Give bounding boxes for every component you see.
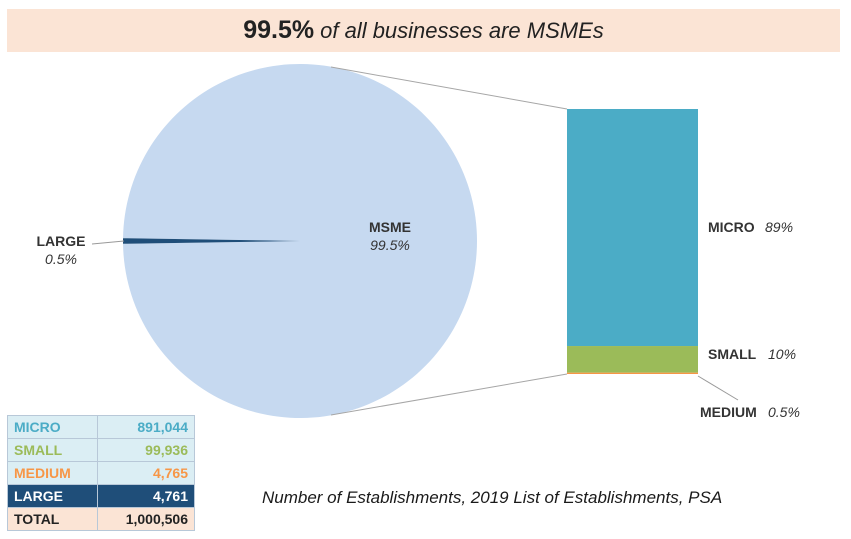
bar-segment-medium — [567, 372, 698, 374]
bar-value-small: 10% — [768, 346, 796, 362]
table-row: LARGE 4,761 — [7, 484, 196, 508]
pie-value-msme: 99.5% — [370, 237, 410, 253]
row-value: 891,044 — [96, 415, 196, 439]
bar-value-medium: 0.5% — [768, 404, 800, 420]
row-label: MICRO — [7, 415, 98, 439]
row-value: 4,765 — [96, 461, 196, 485]
pie-slice-large — [123, 238, 301, 244]
title-percentage: 99.5% — [243, 16, 315, 44]
table-row: MICRO 891,044 — [7, 415, 196, 439]
row-label: TOTAL — [7, 507, 98, 531]
pie-value-large: 0.5% — [45, 251, 77, 267]
pie-label-large: LARGE — [37, 233, 86, 249]
bar-label-small: SMALL — [708, 346, 757, 362]
title-text: of all businesses are MSMEs — [320, 17, 604, 43]
establishments-table: MICRO 891,044 SMALL 99,936 MEDIUM 4,765 LARGE 4… — [7, 415, 196, 531]
row-value: 4,761 — [96, 484, 196, 508]
pie-label-msme: MSME — [369, 219, 411, 235]
row-label: LARGE — [7, 484, 98, 508]
table-row: TOTAL 1,000,506 — [7, 507, 196, 531]
pie-leader-large — [91, 240, 125, 245]
bar-label-medium: MEDIUM — [700, 404, 757, 420]
row-value: 1,000,506 — [96, 507, 196, 531]
pie-slice-msme — [123, 64, 478, 419]
connector-top — [330, 66, 568, 110]
table-row: MEDIUM 4,765 — [7, 461, 196, 485]
bar-label-micro: MICRO — [708, 219, 755, 235]
connector-bottom — [330, 373, 568, 416]
bar-segment-small — [567, 346, 698, 373]
bar-value-micro: 89% — [765, 219, 793, 235]
bar-segment-micro — [567, 109, 698, 347]
row-label: SMALL — [7, 438, 98, 462]
table-row: SMALL 99,936 — [7, 438, 196, 462]
row-label: MEDIUM — [7, 461, 98, 485]
bar-leader-medium — [697, 375, 739, 401]
row-value: 99,936 — [96, 438, 196, 462]
source-caption: Number of Establishments, 2019 List of E… — [262, 488, 723, 507]
title-banner: 99.5% of all businesses are MSMEs — [7, 9, 840, 52]
